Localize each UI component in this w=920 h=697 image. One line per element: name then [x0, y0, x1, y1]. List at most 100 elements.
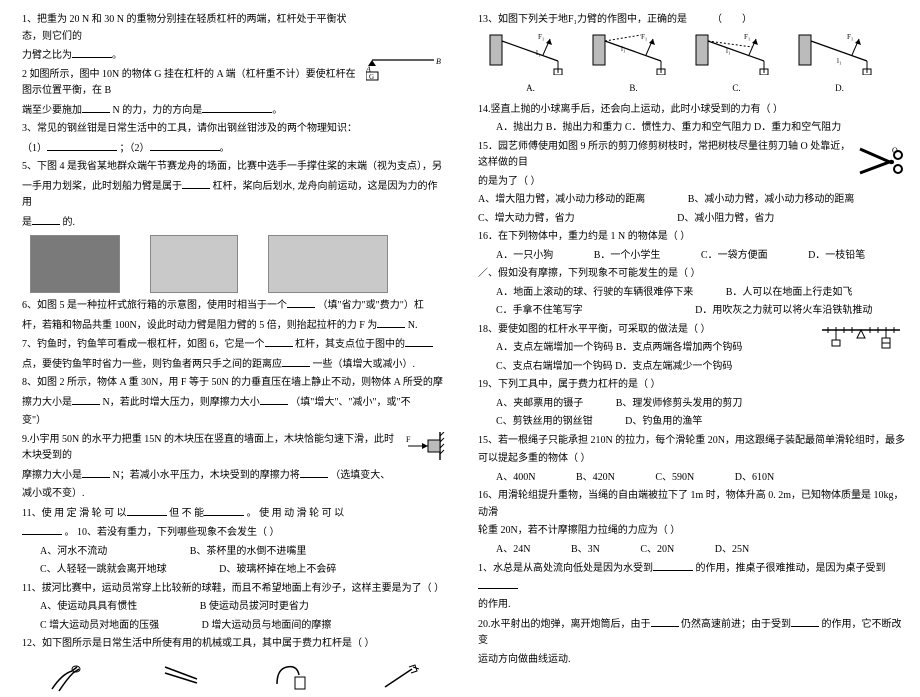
scissors-icon: O: [858, 143, 906, 181]
q11-blank2: [204, 505, 244, 516]
lever-B: F₁l₁ B.: [591, 33, 676, 96]
q8-line3: 变"）: [22, 413, 446, 430]
q15_2-opts: A、400N B、420N C、590N D、610N: [478, 470, 906, 487]
svg-text:F₁: F₁: [847, 33, 853, 41]
balance-diagram: [816, 322, 906, 358]
image-strip-boats: [30, 235, 446, 293]
q5-t1: 一手用力划桨，此时划船力臂是属于: [22, 181, 182, 192]
q7-t3: 点，要使钓鱼竿时省力一些，则钓鱼者两只手之间的距离应: [22, 359, 282, 370]
q7-t4: 一些（填增大或减小）.: [313, 359, 416, 370]
q16_2-line2: 轮重 20N，若不计摩擦阻力拉绳的力应为（ ）: [478, 523, 906, 540]
q15_2f: D、610N: [735, 472, 774, 483]
q3-l2: ；（2）: [120, 143, 150, 154]
lever-D: F₁l₁ D.: [797, 33, 882, 96]
q11_2-opts1: A、使运动具具有惯性 B 使运动员拔河时更省力: [22, 599, 446, 616]
q15-opts2: C、增大动力臂，省力 D、减小阻力臂，省力: [478, 211, 906, 228]
q9-blank1: [82, 467, 110, 478]
q8-blank2: [260, 394, 288, 405]
q1r-line1: 1、水总是从高处流向低处是因为水受到 的作用，推桌子很难推动，是因为桌子受到: [478, 560, 906, 595]
q11-t3: 。 使 用 动 滑 轮 可 以: [247, 508, 345, 519]
q1-blank: [72, 47, 112, 58]
q11_2d: D 增大运动员与地面间的摩擦: [202, 620, 332, 631]
q15c: A、增大阻力臂，减小动力移动的距离: [478, 194, 645, 205]
q10d: D、玻璃杯掉在地上不会碎: [219, 564, 336, 575]
q20-line1: 20.水平射出的炮弹，离开炮筒后，由于 仍然高速前进；由于受到 的作用，它不断改…: [478, 616, 906, 650]
q5-blank1: [182, 178, 210, 189]
svg-text:G: G: [369, 73, 374, 81]
q10a: A、河水不流动: [40, 546, 107, 557]
q6-t2: （填"省力"或"费力"）杠: [318, 300, 424, 311]
q1r-line2: 的作用.: [478, 597, 906, 614]
q2-line2: 端至少要施加 N 的力，力的方向是。: [22, 102, 446, 120]
q20-t2: 仍然高速前进；由于受到: [681, 619, 791, 630]
q9-line2: 摩擦力大小是 N；若减小水平压力，木块受到的摩擦力将 （选填变大、: [22, 467, 446, 485]
q16d: D．一枝铅笔: [808, 250, 865, 261]
q20-t1: 20.水平射出的炮弹，离开炮筒后，由于: [478, 619, 651, 630]
q5-t4: 的.: [63, 217, 76, 228]
q15f: D、减小阻力臂，省力: [677, 213, 774, 224]
q3-blank1: [47, 140, 117, 151]
label-C: C.: [694, 81, 779, 96]
q2-t2: N 的力，力的方向是: [113, 105, 203, 116]
tool-bottle-opener: [262, 657, 322, 697]
q8-t2: N，若此时增大压力，则摩擦力大小: [103, 397, 260, 408]
q8-t3: （填"增大"、"减小"，或"不: [290, 397, 410, 408]
q9-line1: 9.小宇用 50N 的水平力把重 15N 的木块压在竖直的墙面上，木块恰能匀速下…: [22, 432, 446, 465]
q6-t4: N.: [408, 320, 418, 331]
q5-blank2: [32, 214, 60, 225]
q15e: C、增大动力臂，省力: [478, 213, 575, 224]
q11_2-opts2: C 增大运动员对地面的压强 D 增大运动员与地面间的摩擦: [22, 618, 446, 635]
q17-line: ／、假如没有摩擦，下列现象不可能发生的是（ ）: [478, 266, 906, 283]
q17a: A．地面上滚动的球、行驶的车辆很难停下来: [496, 287, 693, 298]
q7-t2: 杠杆，其支点位于图中的: [295, 339, 405, 350]
q3-line2: （1） ；（2）。: [22, 140, 446, 158]
q11_2b: B 使运动员拔河时更省力: [200, 601, 309, 612]
q17c: C．手拿不住笔写字: [496, 305, 583, 316]
svg-text:F: F: [406, 435, 411, 444]
q7-line1: 7、钓鱼时，钓鱼竿可看成一根杠杆，如图 6，它是一个 杠杆，其支点位于图中的: [22, 336, 446, 354]
lever-diagrams: F₁l₁ A. F₁l₁ B. F₁l₁: [488, 33, 906, 96]
q16b: B．一个小学生: [594, 250, 661, 261]
q16_2e: C、20N: [640, 544, 674, 555]
q11-t1: 11、使 用 定 滑 轮 可 以: [22, 508, 127, 519]
q6-blank1: [287, 297, 315, 308]
q11-t4: 。: [65, 527, 75, 538]
q9-t3: （选填变大、: [330, 470, 390, 481]
svg-text:O: O: [892, 146, 898, 155]
q20-blank2: [791, 616, 819, 627]
q17-opts1: A．地面上滚动的球、行驶的车辆很难停下来 B．人可以在地面上行走如飞: [478, 285, 906, 302]
q8-line2: 擦力大小是 N，若此时增大压力，则摩擦力大小 （填"增大"、"减小"，或"不: [22, 394, 446, 412]
q17d: D．用吹灰之力就可以将火车沿铁轨推动: [695, 305, 872, 316]
q3-blank2: [150, 140, 220, 151]
q11-blank1: [127, 505, 167, 516]
tool-pliers: [42, 657, 102, 697]
left-column: A B G 1、把重为 20 N 和 30 N 的重物分别挂在轻质杠杆的两端，杠…: [0, 0, 460, 651]
img-luggage: [150, 235, 238, 293]
q18-opts2: C、支点右端增加一个钩码 D．支点左端减少一个钩码: [478, 359, 906, 376]
q15_2e: C、590N: [655, 472, 694, 483]
q6-t1: 6、如图 5 是一种拉杆式旅行箱的示意图，使用时相当于一个: [22, 300, 287, 311]
q11_2a: A、使运动具具有惯性: [40, 601, 137, 612]
q1-line1: 1、把重为 20 N 和 30 N 的重物分别挂在轻质杠杆的两端，杠杆处于平衡状…: [22, 12, 446, 45]
q5-line1: 5、下图 4 是我省某地群众端午节赛龙舟的场面，比赛中选手一手撑住桨的末端（视为…: [22, 159, 446, 176]
q19-opts1: A、夹邮票用的镊子 B、理发师修剪头发用的剪刀: [478, 396, 906, 413]
img-fishing: [268, 235, 388, 293]
q11-t2: 但 不 能: [169, 508, 204, 519]
q11_2c: C 增大运动员对地面的压强: [40, 620, 159, 631]
label-A: A.: [488, 81, 573, 96]
q19d: D、钓鱼用的渔竿: [625, 416, 702, 427]
q7-blank1: [265, 336, 293, 347]
q10b: B、茶杯里的水倒不进嘴里: [190, 546, 307, 557]
q5-line3: 是 的.: [22, 214, 446, 232]
q15_2-line2: 可以提起多重的物体（ ）: [478, 451, 906, 468]
q8-line1: 8、如图 2 所示，物体 A 重 30N，用 F 等于 50N 的力垂直压在墙上…: [22, 375, 446, 392]
q12-line: 12、如下图所示是日常生活中所使有用的机械或工具，其中属于费力杠杆是（ ）: [22, 636, 446, 653]
tool-images: [42, 657, 446, 697]
lever-C: F₁l₁ C.: [694, 33, 779, 96]
q10-text: 10、若没有重力，下列哪些现象不会发生（ ）: [77, 527, 280, 538]
q9-t1: 摩擦力大小是: [22, 470, 82, 481]
q1r-blank1: [653, 560, 693, 571]
q13-line: 13、如图下列关于地F₁力臂的作图中，正确的是 （ ）: [478, 12, 906, 29]
q5-t3: 是: [22, 217, 32, 228]
q7-blank2: [405, 336, 433, 347]
